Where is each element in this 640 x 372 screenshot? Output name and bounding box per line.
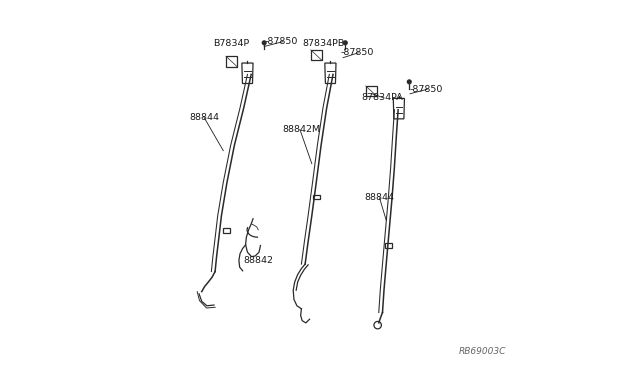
Text: 88844: 88844: [365, 193, 395, 202]
Text: -87850: -87850: [340, 48, 374, 57]
Bar: [365, 86, 377, 96]
Bar: [310, 50, 322, 60]
Text: -87850: -87850: [265, 37, 298, 46]
Circle shape: [408, 80, 411, 84]
Text: 88844: 88844: [189, 113, 219, 122]
Text: 87834PB: 87834PB: [302, 39, 344, 48]
Text: 88842: 88842: [243, 256, 273, 265]
Bar: [313, 195, 319, 199]
Circle shape: [344, 41, 347, 45]
Text: B7834P: B7834P: [213, 39, 249, 48]
Bar: [385, 243, 392, 248]
Circle shape: [262, 41, 266, 45]
Bar: [226, 56, 237, 67]
Text: -87850: -87850: [410, 85, 443, 94]
Text: RB69003C: RB69003C: [458, 347, 506, 356]
Text: 88842M: 88842M: [282, 125, 320, 134]
Bar: [223, 228, 230, 233]
Text: 87834PA: 87834PA: [362, 93, 403, 102]
